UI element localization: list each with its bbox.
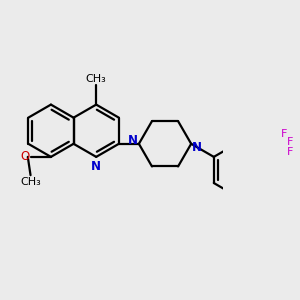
Text: CH₃: CH₃ xyxy=(20,177,41,187)
Text: N: N xyxy=(128,134,138,147)
Text: F: F xyxy=(287,147,293,157)
Text: O: O xyxy=(21,150,30,164)
Text: F: F xyxy=(287,137,293,147)
Text: F: F xyxy=(281,129,287,139)
Text: CH₃: CH₃ xyxy=(86,74,106,84)
Text: N: N xyxy=(91,160,101,172)
Text: N: N xyxy=(192,141,202,154)
